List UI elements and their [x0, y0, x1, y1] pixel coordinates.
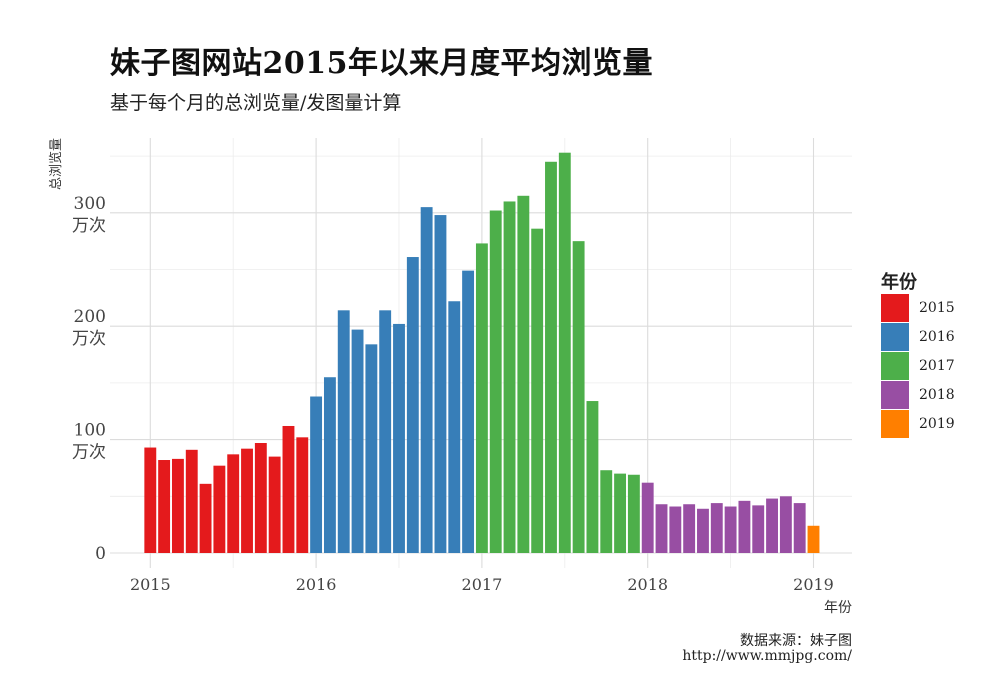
y-tick-label: 200 万次: [72, 307, 106, 349]
x-tick-label: 2018: [627, 575, 668, 594]
legend-label-2017: 2017: [919, 358, 955, 374]
bar-2018-05: [697, 508, 709, 553]
legend-title: 年份: [881, 272, 917, 293]
bar-2015-12: [296, 437, 309, 553]
caption-source: 数据来源：妹子图: [740, 633, 852, 649]
bar-2017-04: [517, 195, 530, 554]
bar-2015-04: [185, 449, 198, 553]
bar-2018-12: [793, 503, 806, 553]
chart-subtitle: 基于每个月的总浏览量/发图量计算: [110, 92, 402, 114]
bar-2016-06: [379, 310, 392, 553]
chart-title: 妹子图网站2015年以来月度平均浏览量: [110, 46, 653, 81]
bar-2016-02: [323, 377, 336, 553]
bar-2017-02: [489, 210, 502, 553]
bar-2018-08: [738, 500, 751, 553]
bar-2018-10: [766, 498, 778, 553]
bar-2017-06: [545, 161, 557, 553]
legend-label-2015: 2015: [919, 300, 955, 316]
x-axis-title: 年份: [824, 600, 852, 616]
bar-2015-07: [227, 454, 240, 553]
y-tick-label: 300 万次: [72, 194, 106, 236]
legend-item-2017: 2017: [881, 351, 955, 381]
bar-2017-03: [503, 201, 516, 553]
bar-2016-03: [337, 310, 350, 553]
y-axis-title: 总浏览量: [48, 138, 64, 190]
bar-2015-06: [213, 465, 226, 553]
legend-swatch-2019: [881, 410, 909, 438]
bar-2017-09: [586, 401, 599, 553]
bar-2017-10: [600, 470, 613, 553]
bar-2015-05: [199, 483, 212, 553]
bar-2016-08: [406, 257, 419, 553]
legend-item-2018: 2018: [881, 380, 955, 410]
bar-2015-02: [158, 460, 171, 553]
x-tick-label: 2019: [793, 575, 834, 594]
legend-label-2018: 2018: [919, 387, 955, 403]
bar-2017-01: [475, 243, 488, 554]
legend-item-2015: 2015: [881, 293, 955, 323]
x-tick-label: 2016: [296, 575, 337, 594]
bar-2016-05: [365, 344, 378, 553]
legend-label-2019: 2019: [919, 416, 955, 432]
bar-2016-01: [310, 396, 323, 553]
x-tick-label: 2017: [462, 575, 503, 594]
bar-2016-04: [351, 329, 364, 553]
legend-item-2019: 2019: [881, 409, 955, 439]
x-tick-label: 2015: [130, 575, 171, 594]
bar-2017-07: [558, 152, 571, 553]
legend-swatch-2015: [881, 294, 909, 322]
legend-item-2016: 2016: [881, 322, 955, 352]
bar-2015-01: [144, 447, 157, 553]
bar-2015-08: [241, 448, 253, 553]
bar-2016-09: [420, 207, 433, 553]
bar-2016-07: [393, 323, 405, 553]
bar-2015-03: [171, 458, 184, 553]
bar-2018-06: [710, 503, 723, 553]
bar-2017-08: [572, 241, 585, 553]
bar-2016-10: [434, 215, 447, 553]
bar-2016-12: [462, 270, 475, 553]
bar-2017-12: [627, 474, 640, 553]
bar-2017-05: [531, 228, 544, 553]
caption-url: http://www.mmjpg.com/: [682, 648, 852, 664]
bar-2018-07: [724, 506, 737, 553]
bar-2015-09: [254, 443, 267, 553]
bar-2015-10: [268, 456, 281, 553]
y-tick-label: 100 万次: [72, 421, 106, 463]
bar-2018-03: [669, 506, 682, 553]
bar-2019-01: [807, 525, 820, 553]
bar-2018-09: [752, 505, 765, 553]
legend-label-2016: 2016: [919, 329, 955, 345]
bar-2018-11: [779, 496, 792, 553]
legend-swatch-2016: [881, 323, 909, 351]
y-tick-label: 0: [95, 544, 106, 564]
bar-2018-02: [655, 504, 668, 553]
legend-swatch-2018: [881, 381, 909, 409]
bar-2016-11: [448, 301, 461, 553]
bar-2015-11: [282, 425, 295, 553]
bar-2017-11: [614, 473, 627, 553]
bar-2018-01: [641, 482, 654, 553]
bar-2018-04: [683, 504, 696, 553]
legend-swatch-2017: [881, 352, 909, 380]
